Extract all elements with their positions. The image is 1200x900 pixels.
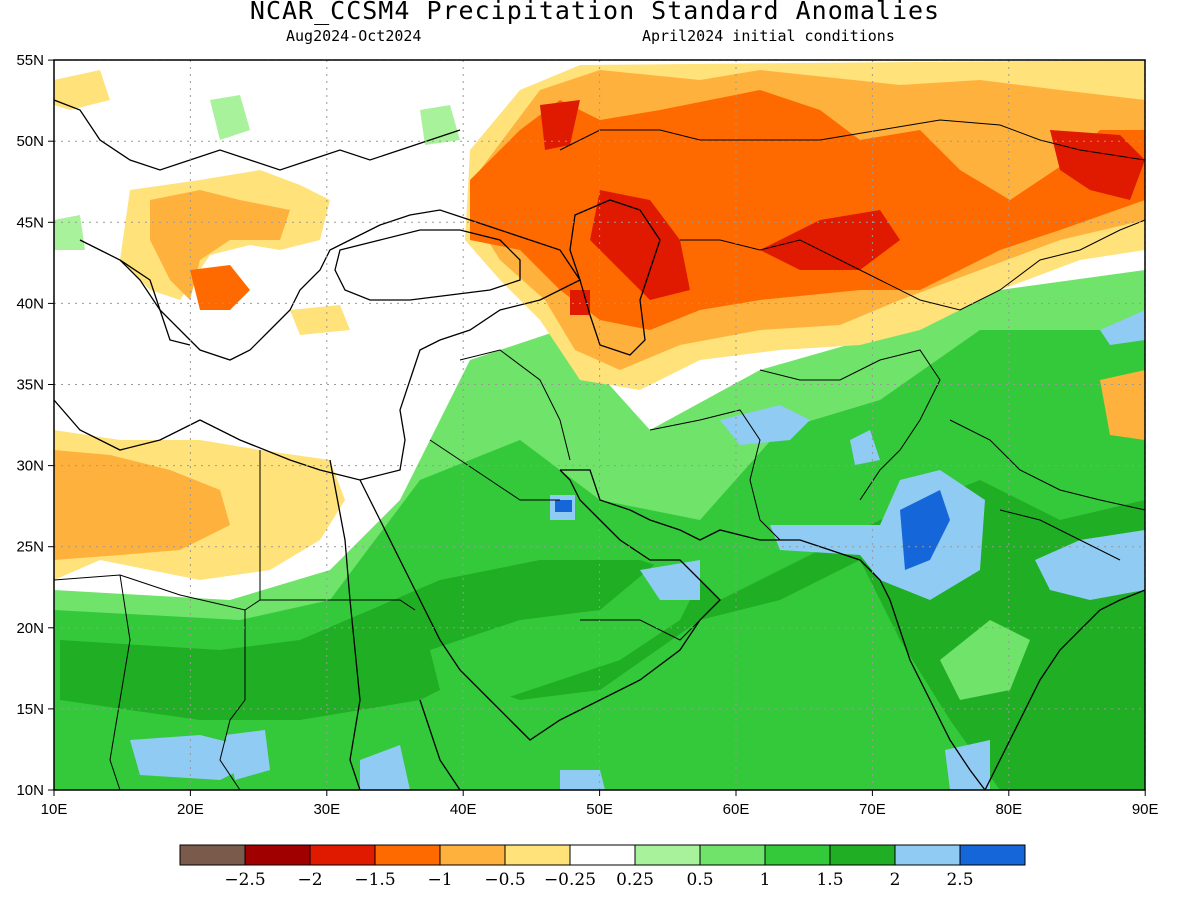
colorbar-swatch xyxy=(374,844,441,866)
colorbar-swatch xyxy=(699,844,766,866)
colorbar-label: 2 xyxy=(890,870,901,890)
longitude-tick-label: 80E xyxy=(995,801,1022,818)
period-subtitle: Aug2024-Oct2024 xyxy=(286,27,422,45)
latitude-tick-label: 25N xyxy=(16,539,44,556)
latitude-tick-label: 15N xyxy=(16,701,44,718)
colorbar-label: −0.5 xyxy=(484,870,525,890)
latitude-tick-label: 55N xyxy=(16,52,44,69)
colorbar-swatch xyxy=(764,844,831,866)
colorbar-label: −2 xyxy=(297,870,322,890)
colorbar-legend: −2.5 −2 −1.5 −1 −0.5 −0.25 0.25 0.5 1 1.5 2 2.5 xyxy=(179,844,1026,890)
longitude-tick-label: 40E xyxy=(450,801,477,818)
longitude-tick-label: 70E xyxy=(859,801,886,818)
latitude-tick-label: 30N xyxy=(16,458,44,475)
colorbar-swatch xyxy=(179,844,246,866)
longitude-tick-label: 90E xyxy=(1132,801,1159,818)
country-borders xyxy=(54,119,1145,790)
colorbar-swatch xyxy=(439,844,506,866)
conditions-subtitle: April2024 initial conditions xyxy=(642,27,895,45)
colorbar-swatch xyxy=(894,844,961,866)
colorbar-label: 2.5 xyxy=(946,870,973,890)
latitude-tick-label: 20N xyxy=(16,620,44,637)
colorbar-label: 1 xyxy=(760,870,771,890)
colorbar-label: 0.25 xyxy=(616,870,654,890)
colorbar-swatch xyxy=(504,844,571,866)
latitude-tick-label: 35N xyxy=(16,377,44,394)
colorbar-swatch xyxy=(959,844,1026,866)
colorbar-label: −1 xyxy=(427,870,452,890)
longitude-tick-label: 10E xyxy=(41,801,68,818)
colorbar-label: −2.5 xyxy=(224,870,265,890)
longitude-tick-label: 60E xyxy=(723,801,750,818)
coastlines xyxy=(54,99,1145,790)
latitude-tick-label: 50N xyxy=(16,133,44,150)
colorbar-label: 1.5 xyxy=(816,870,843,890)
latitude-tick-label: 10N xyxy=(16,782,44,799)
map-title: NCAR_CCSM4 Precipitation Standard Anomal… xyxy=(249,0,941,25)
colorbar-label: 0.5 xyxy=(686,870,713,890)
colorbar-swatch xyxy=(569,844,636,866)
colorbar-swatch xyxy=(244,844,311,866)
longitude-tick-label: 50E xyxy=(586,801,613,818)
colorbar-swatch xyxy=(309,844,376,866)
latitude-tick-label: 40N xyxy=(16,295,44,312)
colorbar-swatch xyxy=(829,844,896,866)
longitude-tick-label: 30E xyxy=(313,801,340,818)
longitude-axis: 10E 20E 30E 40E 50E 60E 70E 80E 90E xyxy=(41,790,1159,818)
colorbar-swatch xyxy=(634,844,701,866)
longitude-tick-label: 20E xyxy=(177,801,204,818)
colorbar-label: −1.5 xyxy=(354,870,395,890)
latitude-axis: 55N 50N 45N 40N 35N 30N 25N 20N 15N 10N xyxy=(16,52,54,799)
latitude-tick-label: 45N xyxy=(16,214,44,231)
colorbar-label: −0.25 xyxy=(544,870,596,890)
